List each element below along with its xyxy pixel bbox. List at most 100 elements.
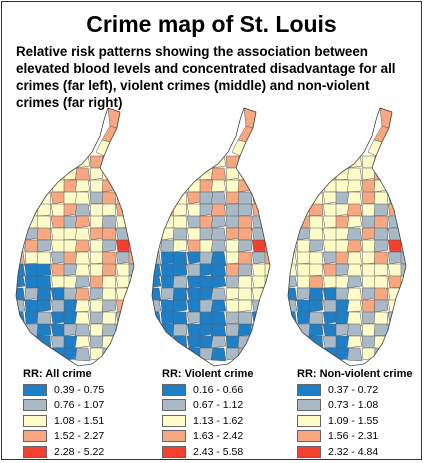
census-tract xyxy=(308,203,324,217)
legend-range: 2.28 - 5.22 xyxy=(54,445,105,458)
legend-row: 0.76 - 1.07 xyxy=(23,398,141,414)
census-tract xyxy=(288,275,298,289)
census-tract xyxy=(373,125,390,143)
census-tract xyxy=(288,191,298,207)
census-tract xyxy=(16,275,26,289)
census-tract xyxy=(172,299,188,313)
census-tract xyxy=(251,179,268,193)
census-tract xyxy=(335,155,350,170)
census-tract xyxy=(288,179,298,193)
census-tract xyxy=(101,227,117,241)
legend-swatch xyxy=(297,414,321,427)
census-tract xyxy=(172,215,188,231)
legend-row: 0.67 - 1.12 xyxy=(162,398,280,414)
census-tract xyxy=(16,155,26,169)
census-tract xyxy=(264,155,270,170)
census-tract xyxy=(361,347,377,361)
census-tract xyxy=(251,335,268,349)
census-tracts xyxy=(16,108,134,363)
census-tract xyxy=(251,155,268,169)
legend-swatch xyxy=(23,445,47,458)
city-boundary xyxy=(15,107,135,367)
census-tract xyxy=(210,155,227,169)
census-tract xyxy=(210,227,227,242)
census-tract xyxy=(288,347,298,362)
census-tract xyxy=(36,299,52,313)
census-tract xyxy=(308,239,324,253)
legend-range: 1.63 - 2.42 xyxy=(193,430,244,443)
census-tract xyxy=(160,179,176,194)
census-tract xyxy=(210,263,227,277)
census-tract xyxy=(237,215,253,231)
legend-row: 2.43 - 5.58 xyxy=(162,444,280,460)
census-tract xyxy=(288,227,298,242)
census-tract xyxy=(308,167,324,181)
census-tract xyxy=(36,155,52,171)
census-tract xyxy=(400,155,406,170)
census-tract xyxy=(264,287,270,301)
census-tract xyxy=(210,203,227,217)
census-tract xyxy=(16,227,26,242)
census-tract xyxy=(373,203,389,217)
census-tract xyxy=(308,179,324,193)
census-tract xyxy=(172,251,188,266)
census-tract xyxy=(152,167,162,182)
census-tract xyxy=(172,167,188,181)
legend-violent-crime: RR: Violent crime 0.16 - 0.66 0.67 - 1.1… xyxy=(162,368,280,460)
census-tract xyxy=(101,275,117,291)
census-tract xyxy=(322,155,339,169)
legend-swatch xyxy=(23,430,47,443)
legend-range: 0.76 - 1.07 xyxy=(54,399,105,412)
legend-swatch xyxy=(297,430,321,443)
census-tract xyxy=(373,263,389,277)
census-tract xyxy=(237,239,253,253)
census-tract xyxy=(231,139,247,157)
census-tract xyxy=(128,335,134,350)
census-tract xyxy=(152,347,162,362)
census-tract xyxy=(74,275,91,289)
census-tract xyxy=(400,227,406,241)
census-tract xyxy=(128,167,134,181)
census-tract xyxy=(115,323,132,338)
legend-row: 0.37 - 0.72 xyxy=(297,382,415,398)
census-tract xyxy=(172,155,188,171)
census-tract xyxy=(237,299,253,313)
legend-row: 2.32 - 4.84 xyxy=(297,444,415,460)
legend-range: 1.08 - 1.51 xyxy=(54,414,105,427)
census-tract xyxy=(152,179,162,193)
census-tract xyxy=(237,125,254,143)
census-tract xyxy=(225,347,241,361)
census-tract xyxy=(36,179,52,193)
census-tract xyxy=(308,347,324,361)
census-tract xyxy=(115,167,132,183)
census-tract xyxy=(346,287,363,302)
census-tract xyxy=(400,323,406,337)
map-non-violent-crime xyxy=(287,107,407,367)
legend-range: 0.37 - 0.72 xyxy=(328,383,379,396)
census-tract xyxy=(251,167,268,183)
legend-row: 1.56 - 2.31 xyxy=(297,429,415,445)
census-tract xyxy=(16,311,26,327)
census-tract xyxy=(128,311,134,325)
census-tract xyxy=(237,347,253,361)
census-tract xyxy=(210,347,227,362)
map-all-crime xyxy=(15,107,135,367)
census-tract xyxy=(101,263,117,277)
census-tract xyxy=(400,347,406,361)
city-boundary xyxy=(287,107,407,367)
census-tract xyxy=(387,347,404,363)
census-tract xyxy=(128,299,134,315)
census-tract xyxy=(74,167,91,182)
census-tract xyxy=(74,215,91,229)
census-tract xyxy=(387,335,404,349)
census-tract xyxy=(251,191,268,205)
census-tract xyxy=(160,191,176,205)
census-tract xyxy=(373,299,389,313)
census-tract xyxy=(237,191,253,206)
census-tract xyxy=(16,167,26,182)
census-tract xyxy=(400,263,406,277)
census-tract xyxy=(346,299,363,313)
census-tract xyxy=(74,179,91,193)
legend-swatch xyxy=(297,445,321,458)
